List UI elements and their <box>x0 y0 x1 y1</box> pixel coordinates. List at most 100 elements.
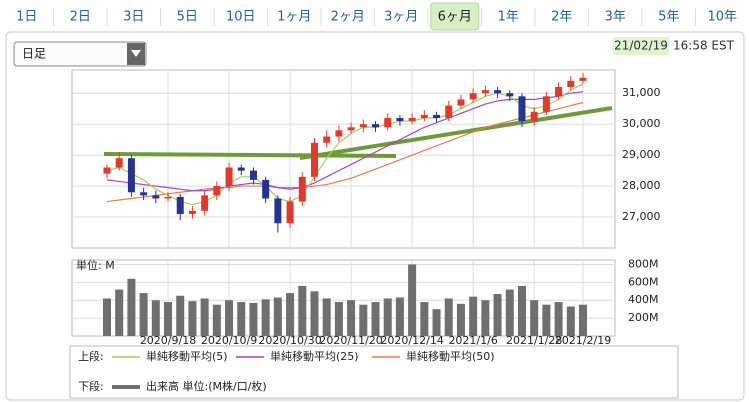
time: 16:58 EST <box>673 39 735 53</box>
trend-line <box>103 152 397 158</box>
legend-box <box>69 345 679 399</box>
volume-bar <box>395 297 404 336</box>
volume-bar <box>371 302 380 336</box>
volume-bar <box>432 309 441 336</box>
candle-body <box>372 124 380 128</box>
legend-label: 単純移動平均(50) <box>406 349 495 363</box>
dropdown-arrow <box>131 50 141 57</box>
candle-body <box>518 96 526 122</box>
candle-body <box>115 158 123 168</box>
candle-body <box>384 117 392 128</box>
price-plot-frame <box>71 69 616 249</box>
tab[interactable]: 2日 <box>70 10 91 25</box>
volume-bar <box>456 303 465 336</box>
tab[interactable]: 1ヶ月 <box>277 10 311 25</box>
candle-body <box>445 105 453 118</box>
candle-body <box>310 142 318 177</box>
tab[interactable]: 2年 <box>551 10 572 25</box>
tab[interactable]: 6ヶ月 <box>438 10 472 25</box>
candle-body <box>567 80 575 88</box>
volume-bar <box>212 304 221 336</box>
volume-bar <box>322 298 331 336</box>
tab[interactable]: 1年 <box>498 10 519 25</box>
candle-body <box>347 127 355 131</box>
volume-plot-frame <box>71 259 616 337</box>
volume-bar <box>200 298 209 336</box>
volume-bar <box>237 302 246 336</box>
volume-bar <box>334 302 343 336</box>
candle-body <box>506 93 514 97</box>
y-tick-label: 400M <box>628 293 659 306</box>
volume-title: 単位: M <box>76 258 115 272</box>
x-tick-label: 2021/1/6 <box>448 334 497 347</box>
volume-bar <box>554 302 563 336</box>
y-tick-label: 29,000 <box>622 148 661 161</box>
volume-bar <box>383 298 392 336</box>
candle-body <box>433 114 441 118</box>
tab[interactable]: 1日 <box>16 10 37 25</box>
candle-body <box>286 201 294 224</box>
x-tick-label: 2020/11/20 <box>319 334 382 347</box>
volume-bar <box>176 295 185 336</box>
candle-body <box>213 186 221 196</box>
volume-bar <box>420 302 429 336</box>
tab[interactable]: 10年 <box>707 10 737 25</box>
tab[interactable]: 3ヶ月 <box>384 10 418 25</box>
tab[interactable]: 3日 <box>123 10 144 25</box>
candle-body <box>396 117 404 122</box>
volume-bar <box>115 289 124 336</box>
volume-bar <box>273 297 282 336</box>
y-tick-label: 30,000 <box>622 117 661 130</box>
candle-body <box>481 90 489 94</box>
volume-bar <box>542 304 551 336</box>
tab[interactable]: 5日 <box>177 10 198 25</box>
candle-body <box>225 167 233 187</box>
legend-label: 単純移動平均(5) <box>146 349 228 363</box>
volume-bar <box>261 299 270 336</box>
legend-label: 出来高 単位:(M株/口/枚) <box>146 379 267 393</box>
date: 21/02/19 <box>614 39 668 53</box>
candle-body <box>359 124 367 128</box>
candle-body <box>274 198 282 224</box>
volume-bar <box>103 298 111 336</box>
candle-body <box>457 99 465 106</box>
x-tick-label: 2020/12/14 <box>380 334 443 347</box>
volume-bar <box>298 285 307 336</box>
volume-bar <box>408 264 417 336</box>
volume-bar <box>579 304 587 336</box>
volume-bar <box>505 289 514 336</box>
y-tick-label: 28,000 <box>622 179 661 192</box>
legend-lower-label: 下段: <box>78 379 104 393</box>
volume-bar <box>310 291 319 336</box>
candle-body <box>323 136 331 143</box>
dropdown[interactable] <box>13 41 147 67</box>
moving-average-line <box>106 91 584 192</box>
tab[interactable]: 5年 <box>658 10 679 25</box>
tab[interactable]: 2ヶ月 <box>331 10 365 25</box>
volume-bar <box>469 296 478 336</box>
tab[interactable]: 10日 <box>226 10 256 25</box>
volume-bar <box>517 285 526 336</box>
legend-label: 単純移動平均(25) <box>270 349 359 363</box>
x-tick-label: 2021/2/19 <box>555 334 611 347</box>
tab[interactable]: 3年 <box>605 10 626 25</box>
candle-body <box>176 196 184 214</box>
candle-body <box>152 195 160 199</box>
candle-body <box>127 158 135 193</box>
candle-body <box>262 179 270 199</box>
legend-upper-label: 上段: <box>78 349 104 363</box>
volume-bar <box>225 300 234 336</box>
dropdown-label: 日足 <box>22 47 46 61</box>
volume-bar <box>164 302 173 336</box>
moving-average-line <box>106 101 584 203</box>
candle-body <box>249 170 257 180</box>
volume-bar <box>286 293 295 336</box>
candle-body <box>420 114 428 118</box>
candle-body <box>494 90 502 94</box>
trend-line <box>299 106 613 160</box>
y-tick-label: 31,000 <box>622 86 661 99</box>
date-highlight <box>613 37 669 55</box>
candle-body <box>335 130 343 137</box>
candle-body <box>188 210 196 214</box>
